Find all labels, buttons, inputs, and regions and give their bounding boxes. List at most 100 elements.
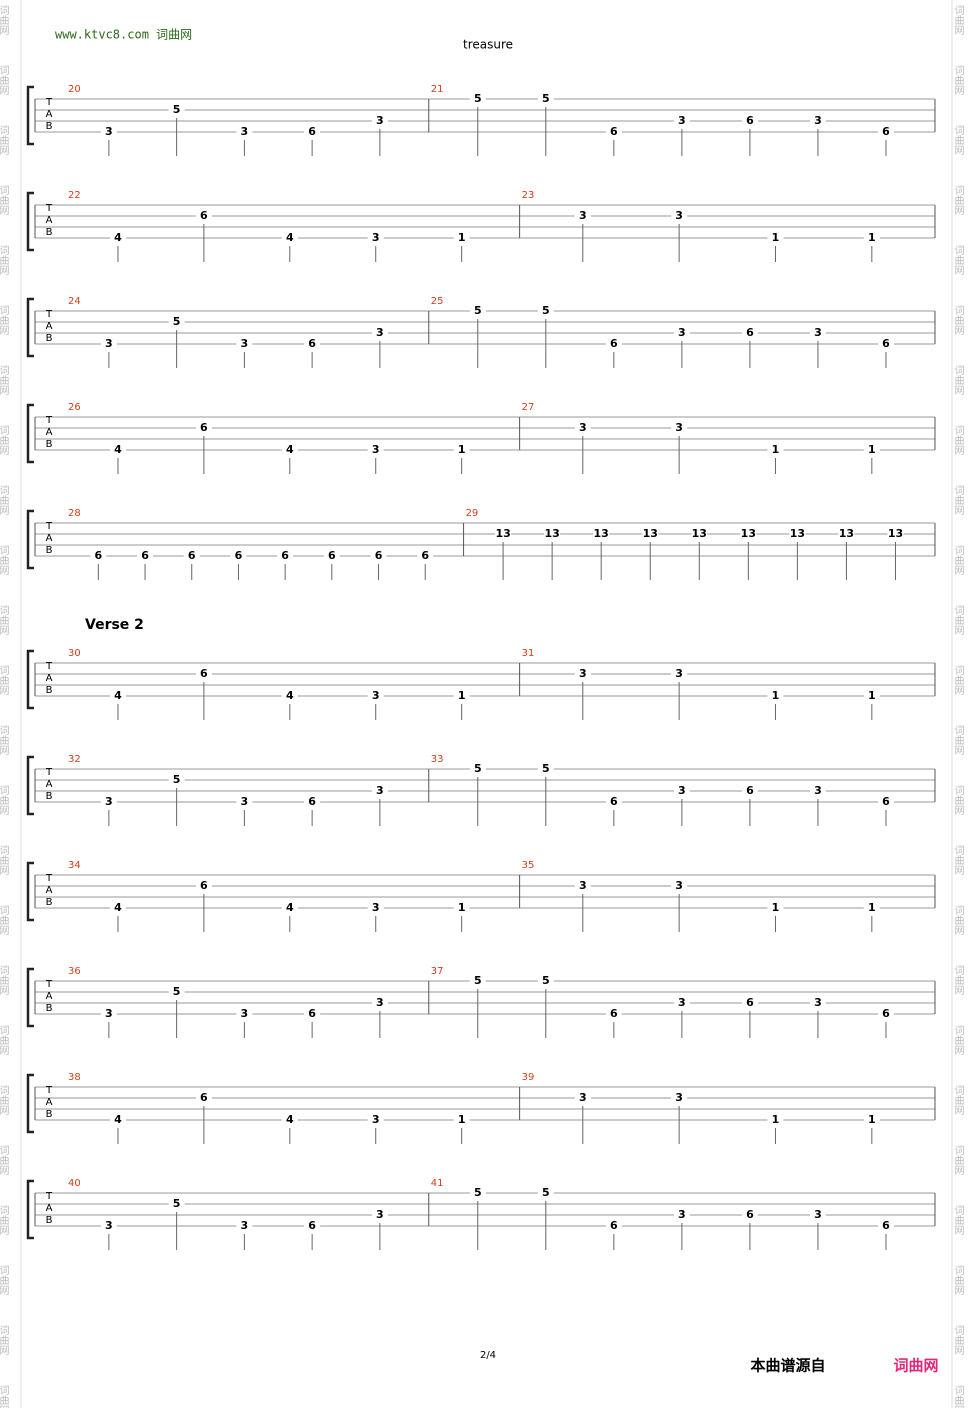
fret-number: 3 <box>372 443 380 456</box>
fret-number: 6 <box>188 549 196 562</box>
watermark: 词曲网 <box>952 5 964 36</box>
fret-bg <box>168 316 185 328</box>
fret-bg <box>281 232 298 244</box>
fret-bg <box>574 422 591 434</box>
fret-number: 4 <box>286 689 294 702</box>
watermark: 词曲网 <box>952 485 964 516</box>
fret-bg <box>453 902 470 914</box>
measure-number: 21 <box>431 84 444 95</box>
watermark: 词曲网 <box>0 1085 9 1116</box>
fret-number: 13 <box>692 527 707 540</box>
fret-number: 3 <box>675 1091 683 1104</box>
tab-clef: B <box>46 439 53 450</box>
fret-number: 1 <box>458 901 466 914</box>
fret-number: 5 <box>474 1186 482 1199</box>
watermark: 词曲网 <box>952 1325 964 1356</box>
fret-number: 3 <box>105 1007 113 1020</box>
fret-number: 5 <box>474 92 482 105</box>
fret-number: 3 <box>814 996 822 1009</box>
fret-bg <box>574 210 591 222</box>
footer-site: 词曲网 <box>893 1357 938 1375</box>
bracket <box>26 509 34 570</box>
fret-bg <box>605 126 622 138</box>
fret-bg <box>109 690 126 702</box>
fret-bg <box>168 1198 185 1210</box>
fret-number: 3 <box>579 421 587 434</box>
fret-number: 6 <box>610 1219 618 1232</box>
tab-clef: T <box>45 661 53 672</box>
fret-number: 6 <box>746 1208 754 1221</box>
watermark: 词曲网 <box>0 905 9 936</box>
fret-number: 5 <box>542 762 550 775</box>
fret-bg <box>281 690 298 702</box>
fret-number: 1 <box>458 689 466 702</box>
fret-bg <box>767 232 784 244</box>
fret-number: 3 <box>814 784 822 797</box>
fret-bg <box>195 422 212 434</box>
watermark: 词曲网 <box>0 65 9 96</box>
fret-bg <box>304 338 321 350</box>
fret-bg <box>236 338 253 350</box>
watermark: 词曲网 <box>0 1385 9 1408</box>
fret-number: 5 <box>474 304 482 317</box>
fret-bg <box>537 305 554 317</box>
watermark: 词曲网 <box>952 1025 964 1056</box>
fret-number: 13 <box>643 527 658 540</box>
bracket <box>26 191 34 252</box>
fret-bg <box>741 327 758 339</box>
watermark: 词曲网 <box>0 665 9 696</box>
measure-number: 27 <box>522 402 535 413</box>
fret-number: 3 <box>678 114 686 127</box>
fret-number: 3 <box>372 231 380 244</box>
measure-number: 38 <box>68 1072 81 1083</box>
fret-bg <box>168 986 185 998</box>
fret-number: 3 <box>372 689 380 702</box>
fret-bg <box>367 690 384 702</box>
bracket <box>26 1073 34 1134</box>
fret-number: 3 <box>372 901 380 914</box>
fret-bg <box>767 444 784 456</box>
fret-number: 5 <box>542 974 550 987</box>
fret-bg <box>230 550 247 562</box>
fret-number: 6 <box>882 1219 890 1232</box>
fret-bg <box>605 796 622 808</box>
fret-bg <box>100 126 117 138</box>
fret-number: 13 <box>495 527 510 540</box>
fret-bg <box>281 902 298 914</box>
tab-clef: A <box>46 1203 53 1214</box>
fret-number: 3 <box>678 326 686 339</box>
fret-number: 4 <box>286 901 294 914</box>
fret-bg <box>877 338 894 350</box>
fret-number: 13 <box>839 527 854 540</box>
fret-bg <box>371 115 388 127</box>
watermark: 词曲网 <box>952 1205 964 1236</box>
measure-number: 39 <box>522 1072 535 1083</box>
page-number: 2/4 <box>480 1350 496 1361</box>
fret-number: 1 <box>868 901 876 914</box>
fret-bg <box>137 550 154 562</box>
fret-bg <box>673 997 690 1009</box>
fret-number: 3 <box>372 1113 380 1126</box>
fret-number: 3 <box>376 784 384 797</box>
fret-bg <box>277 550 294 562</box>
measure-number: 33 <box>431 754 444 765</box>
fret-bg <box>544 528 561 540</box>
tab-clef: T <box>45 309 53 320</box>
measure-number: 20 <box>68 84 81 95</box>
measure-number: 40 <box>68 1178 81 1189</box>
fret-bg <box>195 880 212 892</box>
fret-bg <box>537 1187 554 1199</box>
title: treasure <box>463 38 513 52</box>
measure-number: 32 <box>68 754 81 765</box>
fret-bg <box>863 1114 880 1126</box>
fret-bg <box>100 796 117 808</box>
watermark: 词曲网 <box>952 425 964 456</box>
fret-number: 6 <box>200 667 208 680</box>
fret-bg <box>453 690 470 702</box>
tab-clef: B <box>46 1003 53 1014</box>
fret-number: 3 <box>241 337 249 350</box>
fret-number: 13 <box>888 527 903 540</box>
fret-bg <box>767 690 784 702</box>
watermark: 词曲网 <box>0 545 9 576</box>
